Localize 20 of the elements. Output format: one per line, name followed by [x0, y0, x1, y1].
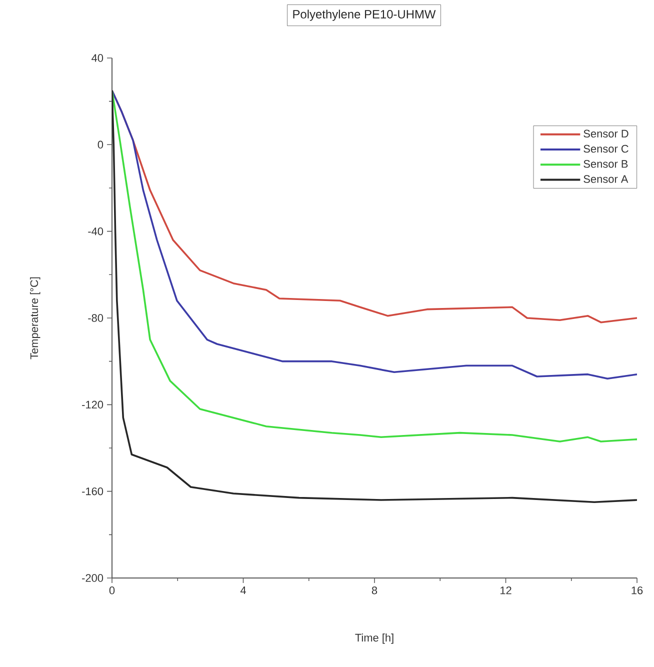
legend-label: Sensor A — [584, 175, 628, 183]
legend-label: Sensor D — [584, 130, 628, 138]
y-axis-title: Temperature [°C] — [30, 277, 40, 360]
y-tick-label: -80 — [88, 314, 104, 322]
x-axis-title: Time [h] — [355, 634, 394, 644]
x-tick-label: 4 — [240, 586, 246, 594]
y-tick-label: -200 — [82, 574, 104, 582]
y-tick-label: -120 — [82, 400, 104, 409]
y-tick-label: 40 — [92, 54, 104, 62]
legend-label: Sensor C — [584, 144, 628, 153]
x-tick-label: 8 — [372, 586, 378, 594]
x-tick-label: 0 — [109, 586, 115, 594]
line-series — [112, 90, 638, 380]
legend-label: Sensor B — [584, 160, 628, 168]
y-tick-label: 0 — [98, 140, 104, 149]
x-tick-label: 16 — [632, 586, 643, 594]
x-tick-label: 12 — [500, 586, 512, 594]
y-tick-label: -40 — [88, 227, 104, 236]
y-tick-label: -160 — [82, 487, 104, 496]
chart-title: Polyethylene PE10-UHMW — [293, 10, 436, 21]
